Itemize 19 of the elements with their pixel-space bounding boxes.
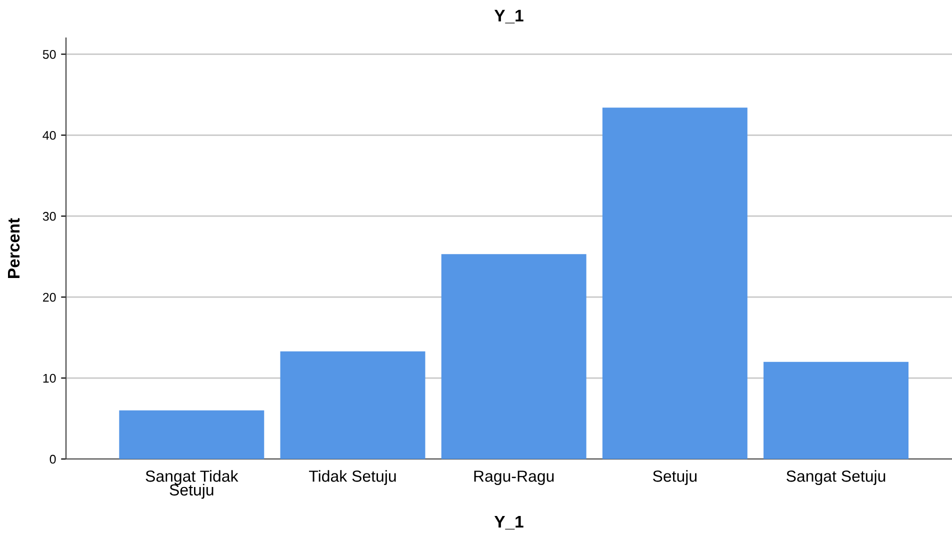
y-tick-label: 20 xyxy=(43,292,56,302)
y-tick-label: 40 xyxy=(42,130,56,140)
y-tick-label: 0 xyxy=(50,454,56,464)
bar xyxy=(280,351,426,459)
bar xyxy=(441,254,586,459)
bar xyxy=(119,410,264,459)
y-tick-label: 30 xyxy=(42,212,56,221)
chart-title: Y_1 xyxy=(494,10,524,24)
y-axis-title: Percent xyxy=(8,218,20,278)
x-tick-label: Ragu-Ragu xyxy=(474,470,554,485)
bar xyxy=(602,108,748,459)
y-tick-label: 10 xyxy=(43,374,56,383)
x-axis-title: Y_1 xyxy=(494,516,524,530)
x-tick-label: Tidak Setuju xyxy=(309,470,396,485)
x-tick-label: Sangat Setuju xyxy=(786,470,886,485)
x-tick-label: Sangat Tidak Setuju xyxy=(146,470,238,499)
x-tick-label: Setuju xyxy=(653,470,697,485)
bar xyxy=(764,362,909,459)
y-tick-label: 50 xyxy=(42,50,56,59)
